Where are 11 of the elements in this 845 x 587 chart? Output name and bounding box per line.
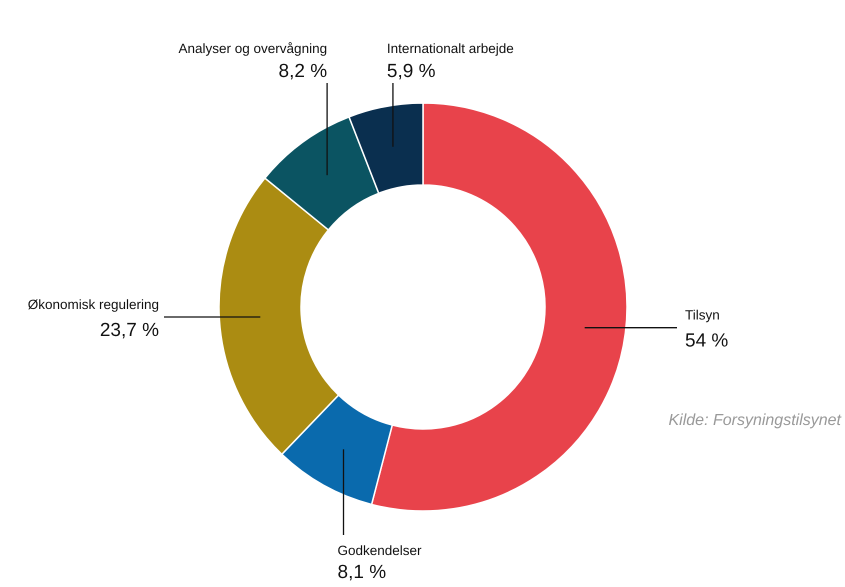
text: Kilde: Forsyningstilsynet: [668, 412, 842, 429]
data-label: 8,2 %: [278, 61, 328, 82]
slice-label: Godkendelser: [338, 543, 422, 558]
data-label: 23,7 %: [100, 320, 160, 341]
slice-label: Internationalt arbejde: [386, 41, 514, 56]
slice-label: Økonomisk regulering: [28, 296, 159, 312]
slice-label: Analyser og overvågning: [178, 41, 328, 56]
data-label: 54 %: [685, 330, 728, 352]
data-label: 5,9 %: [386, 61, 436, 82]
slice-label: Tilsyn: [685, 308, 720, 323]
data-label: 8,1 %: [338, 562, 386, 583]
